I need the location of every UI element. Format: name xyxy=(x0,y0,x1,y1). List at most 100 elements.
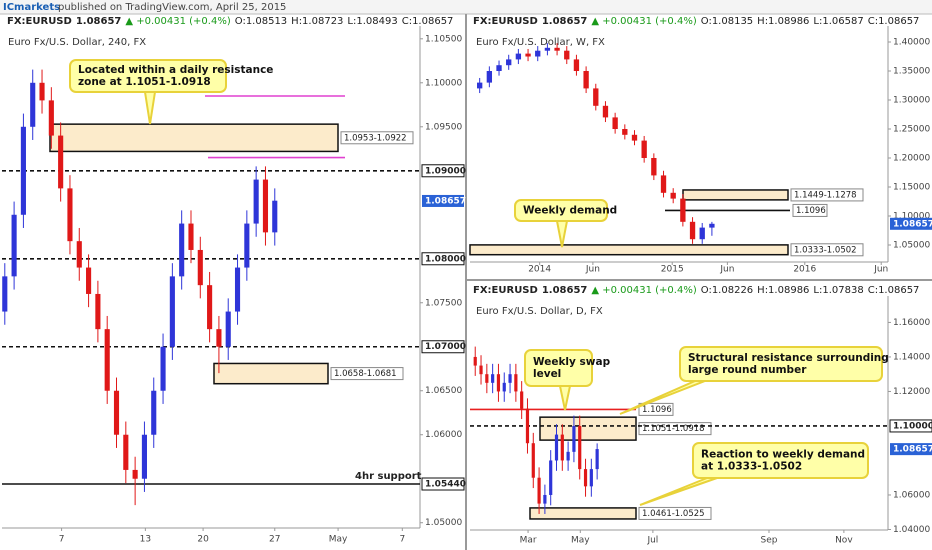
zone xyxy=(49,123,339,153)
candle-body xyxy=(578,425,582,470)
candle-body xyxy=(554,434,559,461)
axis-label-box xyxy=(421,252,465,266)
quote-close: C:1.08657 xyxy=(868,285,920,296)
candle-body xyxy=(225,311,231,347)
y-tick-label: 1.06500 xyxy=(425,386,462,396)
callout-text: Reaction to weekly demand xyxy=(701,449,865,461)
candle-body xyxy=(583,71,589,89)
x-tick-label: Jun xyxy=(585,265,600,275)
candle-body xyxy=(479,365,483,375)
quote-close: C:1.08657 xyxy=(402,16,454,27)
candle-body xyxy=(496,374,501,392)
zone-label-box xyxy=(638,422,712,436)
callout-text: Structural resistance surrounding xyxy=(688,352,889,364)
y-tick-label: 1.10000 xyxy=(425,78,462,88)
header-bar xyxy=(0,0,932,14)
candle-body xyxy=(515,53,522,60)
y-tick-label: 1.25000 xyxy=(893,125,930,135)
callout-pointer xyxy=(144,91,156,125)
axis-label: 1.08000 xyxy=(425,254,466,264)
candle-body xyxy=(699,227,705,240)
quote-close: C:1.08657 xyxy=(868,16,920,27)
x-tick-label: 2014 xyxy=(528,265,551,275)
candle-body xyxy=(689,221,696,240)
quote-low: L:1.06587 xyxy=(813,16,863,27)
candle-body xyxy=(496,65,502,72)
zone xyxy=(539,416,637,441)
quote-low: L:1.08493 xyxy=(347,16,397,27)
quote-symbol: FX:EURUSD xyxy=(473,16,538,27)
y-tick-label: 1.35000 xyxy=(893,67,930,77)
y-tick-label: 1.10500 xyxy=(425,34,462,44)
candle-body xyxy=(514,374,518,392)
x-tick-label: Mar xyxy=(520,536,537,546)
candle-body xyxy=(58,135,64,189)
quote-high: H:1.08723 xyxy=(291,16,343,27)
candle-body xyxy=(564,50,570,60)
x-tick-label: 2015 xyxy=(661,265,684,275)
level-text: 4hr support xyxy=(355,471,422,482)
x-tick-label: Nov xyxy=(835,536,853,546)
quote-price: 1.08657 xyxy=(76,16,122,27)
candle-body xyxy=(151,390,157,435)
zone xyxy=(469,244,789,256)
quote-symbol: FX:EURUSD xyxy=(7,16,72,27)
candle-body xyxy=(48,100,54,136)
candle-body xyxy=(486,71,493,83)
candle-body xyxy=(612,117,618,130)
candle-body xyxy=(2,276,8,312)
candle-body xyxy=(76,241,82,268)
candle-body xyxy=(554,47,560,51)
level-label: 1.1096 xyxy=(642,405,672,415)
candle-body xyxy=(566,451,570,461)
level-label-box xyxy=(638,402,674,416)
callout-text: Located within a daily resistance xyxy=(78,64,273,76)
candle-body xyxy=(641,140,647,159)
candle-body xyxy=(531,443,535,478)
y-tick-label: 1.15000 xyxy=(893,183,930,193)
candle-body xyxy=(234,267,241,312)
axis-label: 1.10000 xyxy=(893,421,932,431)
y-tick-label: 1.05000 xyxy=(893,241,930,251)
candle-body xyxy=(30,82,36,127)
candle-body xyxy=(207,285,213,330)
candle-body xyxy=(95,293,101,330)
candle-body xyxy=(216,329,222,347)
brand[interactable]: ICmarkets xyxy=(3,2,60,13)
quote-change: ▲ +0.00431 (+0.4%) xyxy=(591,16,696,27)
callout-box xyxy=(514,199,608,222)
zone-label-box xyxy=(638,506,712,520)
y-tick-label: 1.04000 xyxy=(893,525,930,535)
chart-title: Euro Fx/U.S. Dollar, D, FX xyxy=(476,306,603,317)
zone xyxy=(682,189,789,201)
quote-line: FX:EURUSD 1.08657 ▲ +0.00431 (+0.4%) O:1.08… xyxy=(473,16,919,27)
axis-label-box xyxy=(889,419,932,433)
candle-body xyxy=(113,390,120,435)
zone-label: 1.1449-1.1278 xyxy=(794,190,857,200)
zone-label: 1.1051-1.0918 xyxy=(642,424,705,434)
callout-text: zone at 1.1051-1.0918 xyxy=(78,76,211,88)
candle-body xyxy=(589,469,593,487)
x-tick-label: 7 xyxy=(399,535,405,545)
chart-title: Euro Fx/U.S. Dollar, 240, FX xyxy=(8,37,146,48)
zone-label: 1.0461-1.0525 xyxy=(642,509,705,519)
callout-pointer xyxy=(559,385,571,411)
axis-label-box xyxy=(421,477,465,491)
callout-text: level xyxy=(533,368,561,380)
candle-body xyxy=(573,59,580,72)
candle-body xyxy=(709,223,715,228)
candle-body xyxy=(244,223,250,268)
x-tick-label: May xyxy=(329,535,348,545)
candle-body xyxy=(572,425,576,452)
level-label: 1.1096 xyxy=(796,206,826,216)
candle-body xyxy=(169,276,175,347)
x-tick-label: Jul xyxy=(646,536,658,546)
callout-text: large round number xyxy=(688,364,807,376)
zone xyxy=(213,362,329,385)
last-price: 1.08657 xyxy=(893,445,932,455)
callout-pointer xyxy=(639,477,718,506)
last-price-box xyxy=(890,443,932,456)
candle-body xyxy=(560,434,564,461)
callout-text: Weekly swap xyxy=(533,356,611,368)
candle-body xyxy=(491,374,495,383)
